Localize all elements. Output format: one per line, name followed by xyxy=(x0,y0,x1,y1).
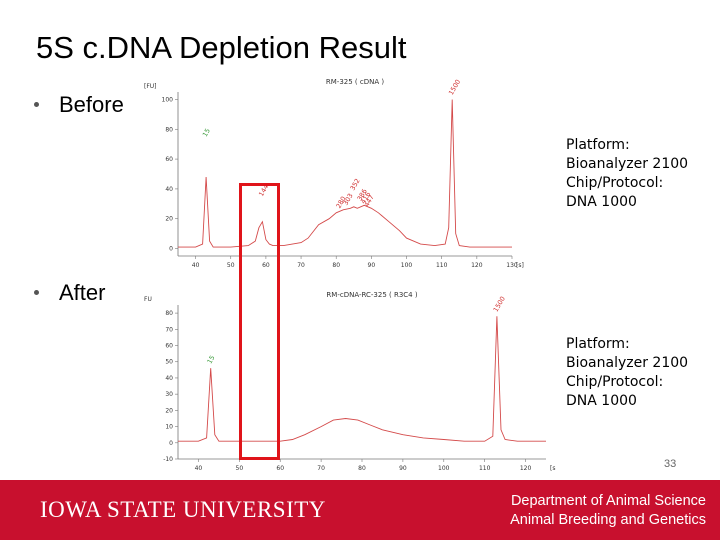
y-tick-label: 40 xyxy=(165,186,173,193)
x-tick-label: 110 xyxy=(436,262,448,269)
peak-label: 1500 xyxy=(492,295,507,313)
x-tick-label: 70 xyxy=(297,262,305,269)
y-tick-label: 60 xyxy=(165,156,173,163)
platform-line: Platform: xyxy=(566,137,630,153)
y-tick-label: 80 xyxy=(165,126,173,133)
x-tick-label: 120 xyxy=(520,465,532,472)
slide-title: 5S c.DNA Depletion Result xyxy=(36,30,407,65)
series-line xyxy=(178,99,512,248)
y-tick-label: 50 xyxy=(165,359,173,366)
platform-line: Chip/Protocol: xyxy=(566,374,664,390)
y-tick-label: 20 xyxy=(165,216,173,223)
department-sub: Animal Breeding and Genetics xyxy=(510,512,706,528)
x-tick-label: 50 xyxy=(236,465,244,472)
y-tick-label: 0 xyxy=(169,440,173,447)
bullet-before: Before xyxy=(34,92,124,118)
y-tick-label: 40 xyxy=(165,375,173,382)
y-tick-label: 60 xyxy=(165,343,173,350)
x-axis-label: [s] xyxy=(516,262,524,269)
x-tick-label: 90 xyxy=(368,262,376,269)
x-tick-label: 130 xyxy=(506,262,518,269)
peak-label: 1500 xyxy=(447,78,462,96)
y-axis-label: FU xyxy=(144,296,152,303)
x-tick-label: 50 xyxy=(227,262,235,269)
platform-line: Chip/Protocol: xyxy=(566,175,664,191)
x-tick-label: 60 xyxy=(276,465,284,472)
x-tick-label: 100 xyxy=(438,465,450,472)
y-tick-label: 10 xyxy=(165,424,173,431)
x-tick-label: 90 xyxy=(399,465,407,472)
department-name: Department of Animal Science xyxy=(510,493,706,509)
x-tick-label: 40 xyxy=(192,262,200,269)
y-tick-label: 20 xyxy=(165,407,173,414)
platform-line: Platform: xyxy=(566,336,630,352)
chart-title: RM-325 ( cDNA ) xyxy=(326,78,384,86)
y-tick-label: 0 xyxy=(169,246,173,253)
y-tick-label: -10 xyxy=(163,456,173,463)
y-tick-label: 80 xyxy=(165,310,173,317)
platform-line: Bioanalyzer 2100 xyxy=(566,156,689,172)
y-tick-label: 70 xyxy=(165,326,173,333)
chart-before: RM-325 ( cDNA ) [FU] 0 20 40 60 80 100 40 50 60 70 8… xyxy=(140,70,530,275)
chart-after-svg: RM-cDNA-RC-325 ( R3C4 ) FU -10 0 10 20 30 40 50 6… xyxy=(144,291,555,472)
peak-label: 303 xyxy=(342,192,355,207)
bullet-after-label: After xyxy=(59,280,106,305)
university-logo: IOWA STATE UNIVERSITY xyxy=(40,497,326,522)
platform-line: DNA 1000 xyxy=(566,194,637,210)
series-line xyxy=(178,316,546,442)
footer-bar xyxy=(0,480,720,540)
peak-label: 15 xyxy=(206,354,217,365)
x-tick-label: 120 xyxy=(471,262,483,269)
y-tick-label: 30 xyxy=(165,391,173,398)
bullet-before-label: Before xyxy=(59,92,124,117)
platform-line: DNA 1000 xyxy=(566,393,637,409)
platform-info-before: Platform: Bioanalyzer 2100 Chip/Protocol… xyxy=(566,136,688,212)
x-tick-label: 80 xyxy=(332,262,340,269)
x-tick-label: 40 xyxy=(195,465,203,472)
highlight-box xyxy=(239,183,280,460)
y-tick-label: 100 xyxy=(162,96,174,103)
chart-title: RM-cDNA-RC-325 ( R3C4 ) xyxy=(326,291,417,299)
chart-before-svg: RM-325 ( cDNA ) [FU] 0 20 40 60 80 100 40 50 60 70 8… xyxy=(144,78,524,269)
x-tick-label: 100 xyxy=(401,262,413,269)
platform-line: Bioanalyzer 2100 xyxy=(566,355,689,371)
peak-label: 15 xyxy=(201,127,212,138)
bullet-after: After xyxy=(34,280,105,306)
x-tick-label: 60 xyxy=(262,262,270,269)
department-info: Department of Animal Science Animal Bree… xyxy=(510,492,706,530)
x-tick-label: 80 xyxy=(358,465,366,472)
x-tick-label: 110 xyxy=(479,465,491,472)
x-axis-label: [s xyxy=(550,465,555,472)
y-axis-label: [FU] xyxy=(144,83,157,90)
slide-number: 33 xyxy=(664,458,677,470)
bullet-dot-icon xyxy=(34,101,39,107)
chart-after: RM-cDNA-RC-325 ( R3C4 ) FU -10 0 10 20 30 40 50 6… xyxy=(140,283,560,478)
bullet-dot-icon xyxy=(34,289,39,295)
platform-info-after: Platform: Bioanalyzer 2100 Chip/Protocol… xyxy=(566,335,688,411)
x-tick-label: 70 xyxy=(317,465,325,472)
